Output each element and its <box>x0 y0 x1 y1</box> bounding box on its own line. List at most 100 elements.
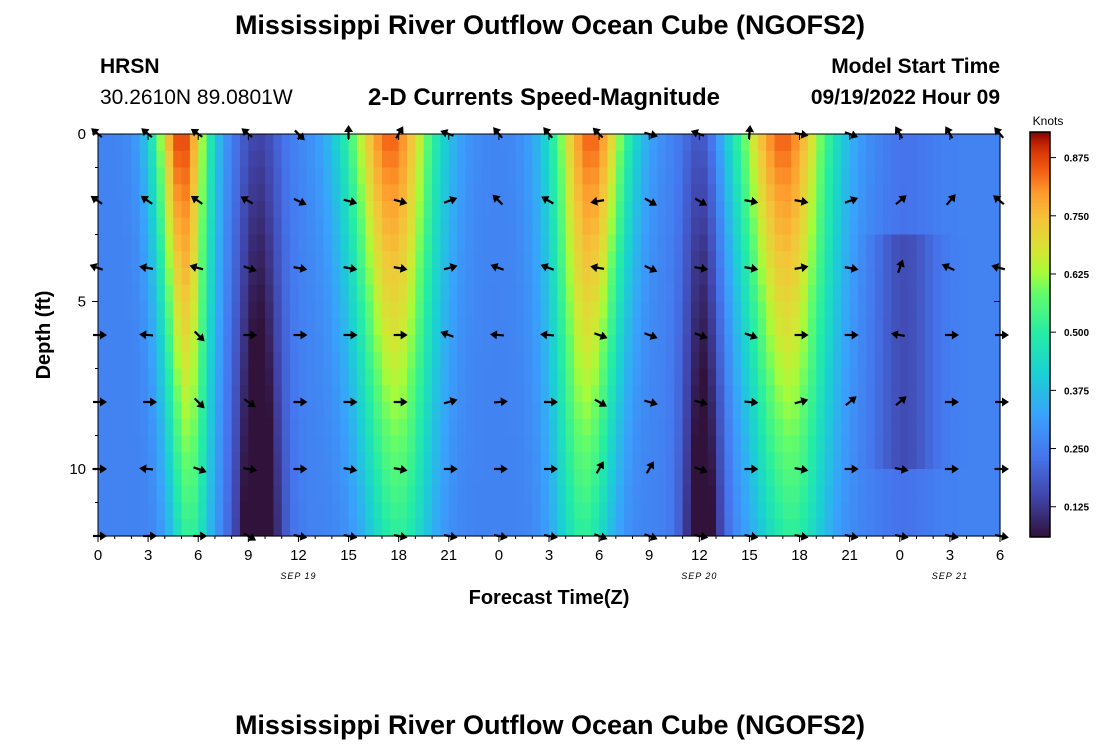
heat-cell <box>440 217 450 236</box>
heat-cell <box>799 418 809 437</box>
heat-cell <box>966 452 976 470</box>
heat-cell <box>490 368 500 386</box>
heat-cell <box>523 268 533 286</box>
heat-cell <box>98 301 107 319</box>
heat-cell <box>331 251 341 269</box>
heat-cell <box>582 435 592 453</box>
heat-cell <box>448 435 458 453</box>
heat-cell <box>273 217 283 236</box>
heat-cell <box>724 368 734 386</box>
colorbar-gradient <box>1029 131 1051 538</box>
heat-cell <box>766 335 776 353</box>
heat-cell <box>891 150 901 169</box>
heat-cell <box>632 452 642 470</box>
current-arrow <box>293 263 308 273</box>
heat-cell <box>507 318 517 336</box>
heat-cell <box>465 368 475 386</box>
heat-cell <box>398 217 408 236</box>
heat-cell <box>482 268 492 286</box>
heat-cell <box>549 485 558 504</box>
heat-cell <box>340 418 350 437</box>
heat-cell <box>173 485 183 504</box>
heat-cell <box>757 502 767 520</box>
current-arrow <box>443 464 458 474</box>
heat-cell <box>916 217 926 236</box>
heat-cell <box>682 251 692 269</box>
heat-cell <box>791 167 801 185</box>
current-arrow <box>794 263 809 273</box>
heat-cell <box>649 368 659 386</box>
heat-cell <box>615 452 625 470</box>
heat-cell <box>899 134 909 152</box>
heat-cell <box>732 502 742 520</box>
heat-cell <box>98 201 107 219</box>
heat-cell <box>231 201 241 219</box>
heat-cell <box>841 351 851 370</box>
heat-cell <box>298 217 308 236</box>
heat-cell <box>807 301 817 319</box>
heat-cell <box>290 134 300 152</box>
heat-cell <box>966 167 976 185</box>
heat-cell <box>348 351 358 370</box>
heat-cell <box>473 134 483 152</box>
heat-cell <box>983 167 993 185</box>
heat-cell <box>949 301 959 319</box>
heat-cell <box>156 201 166 219</box>
heat-cell <box>841 201 851 219</box>
heat-cell <box>807 485 817 504</box>
heat-cell <box>682 351 692 370</box>
heat-cell <box>373 217 383 236</box>
heat-cell <box>540 217 550 236</box>
heat-cell <box>273 301 283 319</box>
current-arrow <box>493 464 508 474</box>
heat-cell <box>148 150 158 169</box>
heat-cell <box>899 519 909 537</box>
heat-cell <box>323 301 333 319</box>
heat-cell <box>298 351 308 370</box>
heat-cell <box>214 251 224 269</box>
heat-cell <box>557 301 567 319</box>
heat-cell <box>549 335 558 353</box>
heat-cell <box>757 368 767 386</box>
heat-cell <box>189 452 199 470</box>
heat-cell <box>373 184 383 202</box>
heat-cell <box>340 519 350 537</box>
heat-cell <box>407 284 416 303</box>
heat-cell <box>916 335 926 353</box>
x-tick-label: 6 <box>595 547 603 564</box>
heat-cell <box>139 452 149 470</box>
heat-cell <box>381 452 391 470</box>
heat-cell <box>473 335 483 353</box>
heat-cell <box>949 452 959 470</box>
heat-cell <box>674 234 684 252</box>
heat-cell <box>415 485 425 504</box>
heat-cell <box>983 234 993 252</box>
heat-cell <box>515 502 525 520</box>
heat-cell <box>682 335 692 353</box>
heat-cell <box>148 335 158 353</box>
heat-cell <box>774 452 784 470</box>
heat-cell <box>139 402 149 420</box>
heat-cell <box>590 201 600 219</box>
heat-cell <box>523 251 533 269</box>
heat-cell <box>757 284 767 303</box>
heat-cell <box>473 385 483 403</box>
heat-cell <box>323 402 333 420</box>
heat-cell <box>114 167 124 185</box>
heat-cell <box>323 284 333 303</box>
heat-cell <box>348 469 358 487</box>
heat-cell <box>624 184 634 202</box>
heat-cell <box>239 217 249 236</box>
heat-cell <box>164 435 174 453</box>
heat-cell <box>649 469 659 487</box>
heat-cell <box>983 351 993 370</box>
heat-cell <box>106 217 116 236</box>
heat-cell <box>490 469 500 487</box>
heat-cell <box>824 318 834 336</box>
heat-cell <box>315 150 325 169</box>
heat-cell <box>632 402 642 420</box>
heat-cell <box>532 318 542 336</box>
heat-cell <box>782 368 792 386</box>
heat-cell <box>448 184 458 202</box>
heat-cell <box>432 385 442 403</box>
